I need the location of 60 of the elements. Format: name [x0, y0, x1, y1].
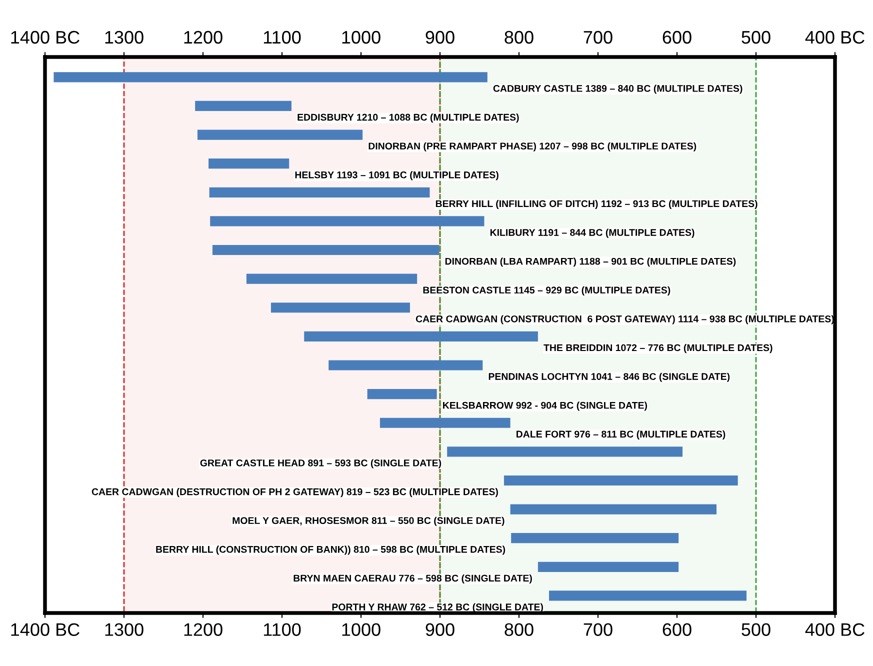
annotation: EDDISBURY 1210 – 1088 BC (MULTIPLE DATES) [298, 114, 519, 123]
annotation: HELSBY 1193 – 1091 BC (MULTIPLE DATES) [295, 171, 498, 180]
annotation: BERRY HILL (CONSTRUCTION OF BANK)) 810 – 598 BC (MULTIPLE DATES) [156, 546, 506, 555]
x-tick-label: 400 BC [805, 623, 864, 636]
bar [195, 100, 292, 112]
annotation: DINORBAN (PRE RAMPART PHASE) 1207 – 998 BC (MULTIPLE DATES) [368, 142, 696, 152]
annotation: CAER CADWGAN (DESTRUCTION OF PH 2 GATEWAY) 819 – 523 BC (MULTIPLE DATES) [92, 488, 498, 498]
bar [210, 216, 484, 226]
bar [538, 562, 679, 572]
bar [511, 533, 679, 544]
annotation: GREAT CASTLE HEAD 891 – 593 BC (SINGLE DATE) [200, 459, 442, 468]
annotation: CAER CADWGAN (CONSTRUCTION 6 POST GATEWAY) 1114 – 938 BC (MULTIPLE DATES) [416, 315, 834, 324]
annotation: DINORBAN (LBA RAMPART) 1188 – 901 BC (MULTIPLE DATES) [445, 258, 736, 267]
bar [197, 130, 363, 140]
x2-tick-label: 1200 [184, 30, 222, 44]
bar [504, 475, 738, 486]
x-tick-label: 500 [742, 623, 770, 636]
bar [510, 504, 716, 514]
x2-tick-label: 600 [662, 30, 692, 44]
x2-tick-label: 1000 [342, 30, 380, 44]
bar [212, 244, 440, 256]
bar [549, 590, 747, 601]
x2-tick-label: 400 BC [805, 30, 864, 44]
x-tick-label: 1400 BC [11, 623, 80, 636]
annotation: CADBURY CASTLE 1389 – 840 BC (MULTIPLE DATES) [493, 84, 742, 94]
x2-tick-label: 1100 [264, 30, 301, 44]
annotation: PORTH Y RHAW 762 – 512 BC (SINGLE DATE) [332, 603, 543, 612]
x-tick-label: 1200 [184, 623, 222, 636]
annotation: MOEL Y GAER, RHOSESMOR 811 – 550 BC (SINGLE DATE) [232, 516, 504, 526]
bar [380, 418, 510, 428]
bar [304, 331, 538, 342]
x2-tick-label: 900 [426, 30, 454, 44]
x2-tick-label: 1300 [105, 30, 144, 44]
x-tick-label: 1300 [105, 623, 144, 636]
bar [447, 446, 683, 457]
x2-tick-label: 500 [742, 30, 770, 44]
x2-tick-label: 700 [584, 30, 612, 44]
annotation: KELSBARROW 992 - 904 BC (SINGLE DATE) [443, 402, 648, 411]
x-tick-label: 700 [584, 623, 612, 636]
x-tick-label: 600 [662, 623, 692, 636]
annotation: PENDINAS LOCHTYN 1041 – 846 BC (SINGLE DATE) [488, 372, 730, 382]
annotation: BEESTON CASTLE 1145 – 929 BC (MULTIPLE DATES) [423, 286, 670, 296]
bar [54, 72, 488, 82]
bar [208, 158, 290, 169]
x-tick-label: 800 [504, 623, 534, 636]
annotation: BRYN MAEN CAERAU 776 – 598 BC (SINGLE DATE) [294, 574, 532, 584]
annotation: BERRY HILL (INFILLING OF DITCH) 1192 – 913 BC (MULTIPLE DATES) [436, 200, 758, 210]
x-tick-label: 1100 [264, 623, 301, 636]
x2-tick-label: 1400 BC [11, 30, 80, 44]
bar [270, 302, 410, 313]
x2-tick-label: 800 [504, 30, 534, 44]
annotation: KILIBURY 1191 – 844 BC (MULTIPLE DATES) [490, 228, 694, 238]
annotation: DALE FORT 976 – 811 BC (MULTIPLE DATES) [516, 430, 726, 440]
x-tick-label: 900 [426, 623, 454, 636]
bar [246, 274, 418, 284]
bar [209, 187, 430, 198]
bar [328, 360, 483, 370]
x-tick-label: 1000 [342, 623, 380, 636]
annotation: THE BREIDDIN 1072 – 776 BC (MULTIPLE DATES) [544, 344, 772, 354]
bar [367, 389, 437, 400]
